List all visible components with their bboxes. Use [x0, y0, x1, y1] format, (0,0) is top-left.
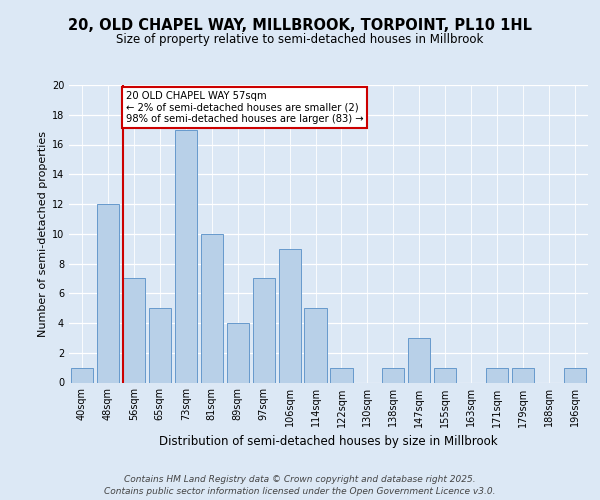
Y-axis label: Number of semi-detached properties: Number of semi-detached properties — [38, 130, 47, 337]
Bar — [71, 368, 93, 382]
Bar — [175, 130, 197, 382]
Bar — [253, 278, 275, 382]
Bar — [512, 368, 534, 382]
Bar — [486, 368, 508, 382]
Bar — [97, 204, 119, 382]
Text: Size of property relative to semi-detached houses in Millbrook: Size of property relative to semi-detach… — [116, 32, 484, 46]
Bar — [331, 368, 353, 382]
Bar — [278, 248, 301, 382]
Bar — [434, 368, 457, 382]
Bar — [304, 308, 326, 382]
Bar — [408, 338, 430, 382]
X-axis label: Distribution of semi-detached houses by size in Millbrook: Distribution of semi-detached houses by … — [159, 435, 498, 448]
Bar — [382, 368, 404, 382]
Bar — [149, 308, 171, 382]
Text: Contains HM Land Registry data © Crown copyright and database right 2025.
Contai: Contains HM Land Registry data © Crown c… — [104, 475, 496, 496]
Bar — [227, 323, 249, 382]
Bar — [123, 278, 145, 382]
Text: 20 OLD CHAPEL WAY 57sqm
← 2% of semi-detached houses are smaller (2)
98% of semi: 20 OLD CHAPEL WAY 57sqm ← 2% of semi-det… — [126, 91, 364, 124]
Text: 20, OLD CHAPEL WAY, MILLBROOK, TORPOINT, PL10 1HL: 20, OLD CHAPEL WAY, MILLBROOK, TORPOINT,… — [68, 18, 532, 32]
Bar — [564, 368, 586, 382]
Bar — [200, 234, 223, 382]
